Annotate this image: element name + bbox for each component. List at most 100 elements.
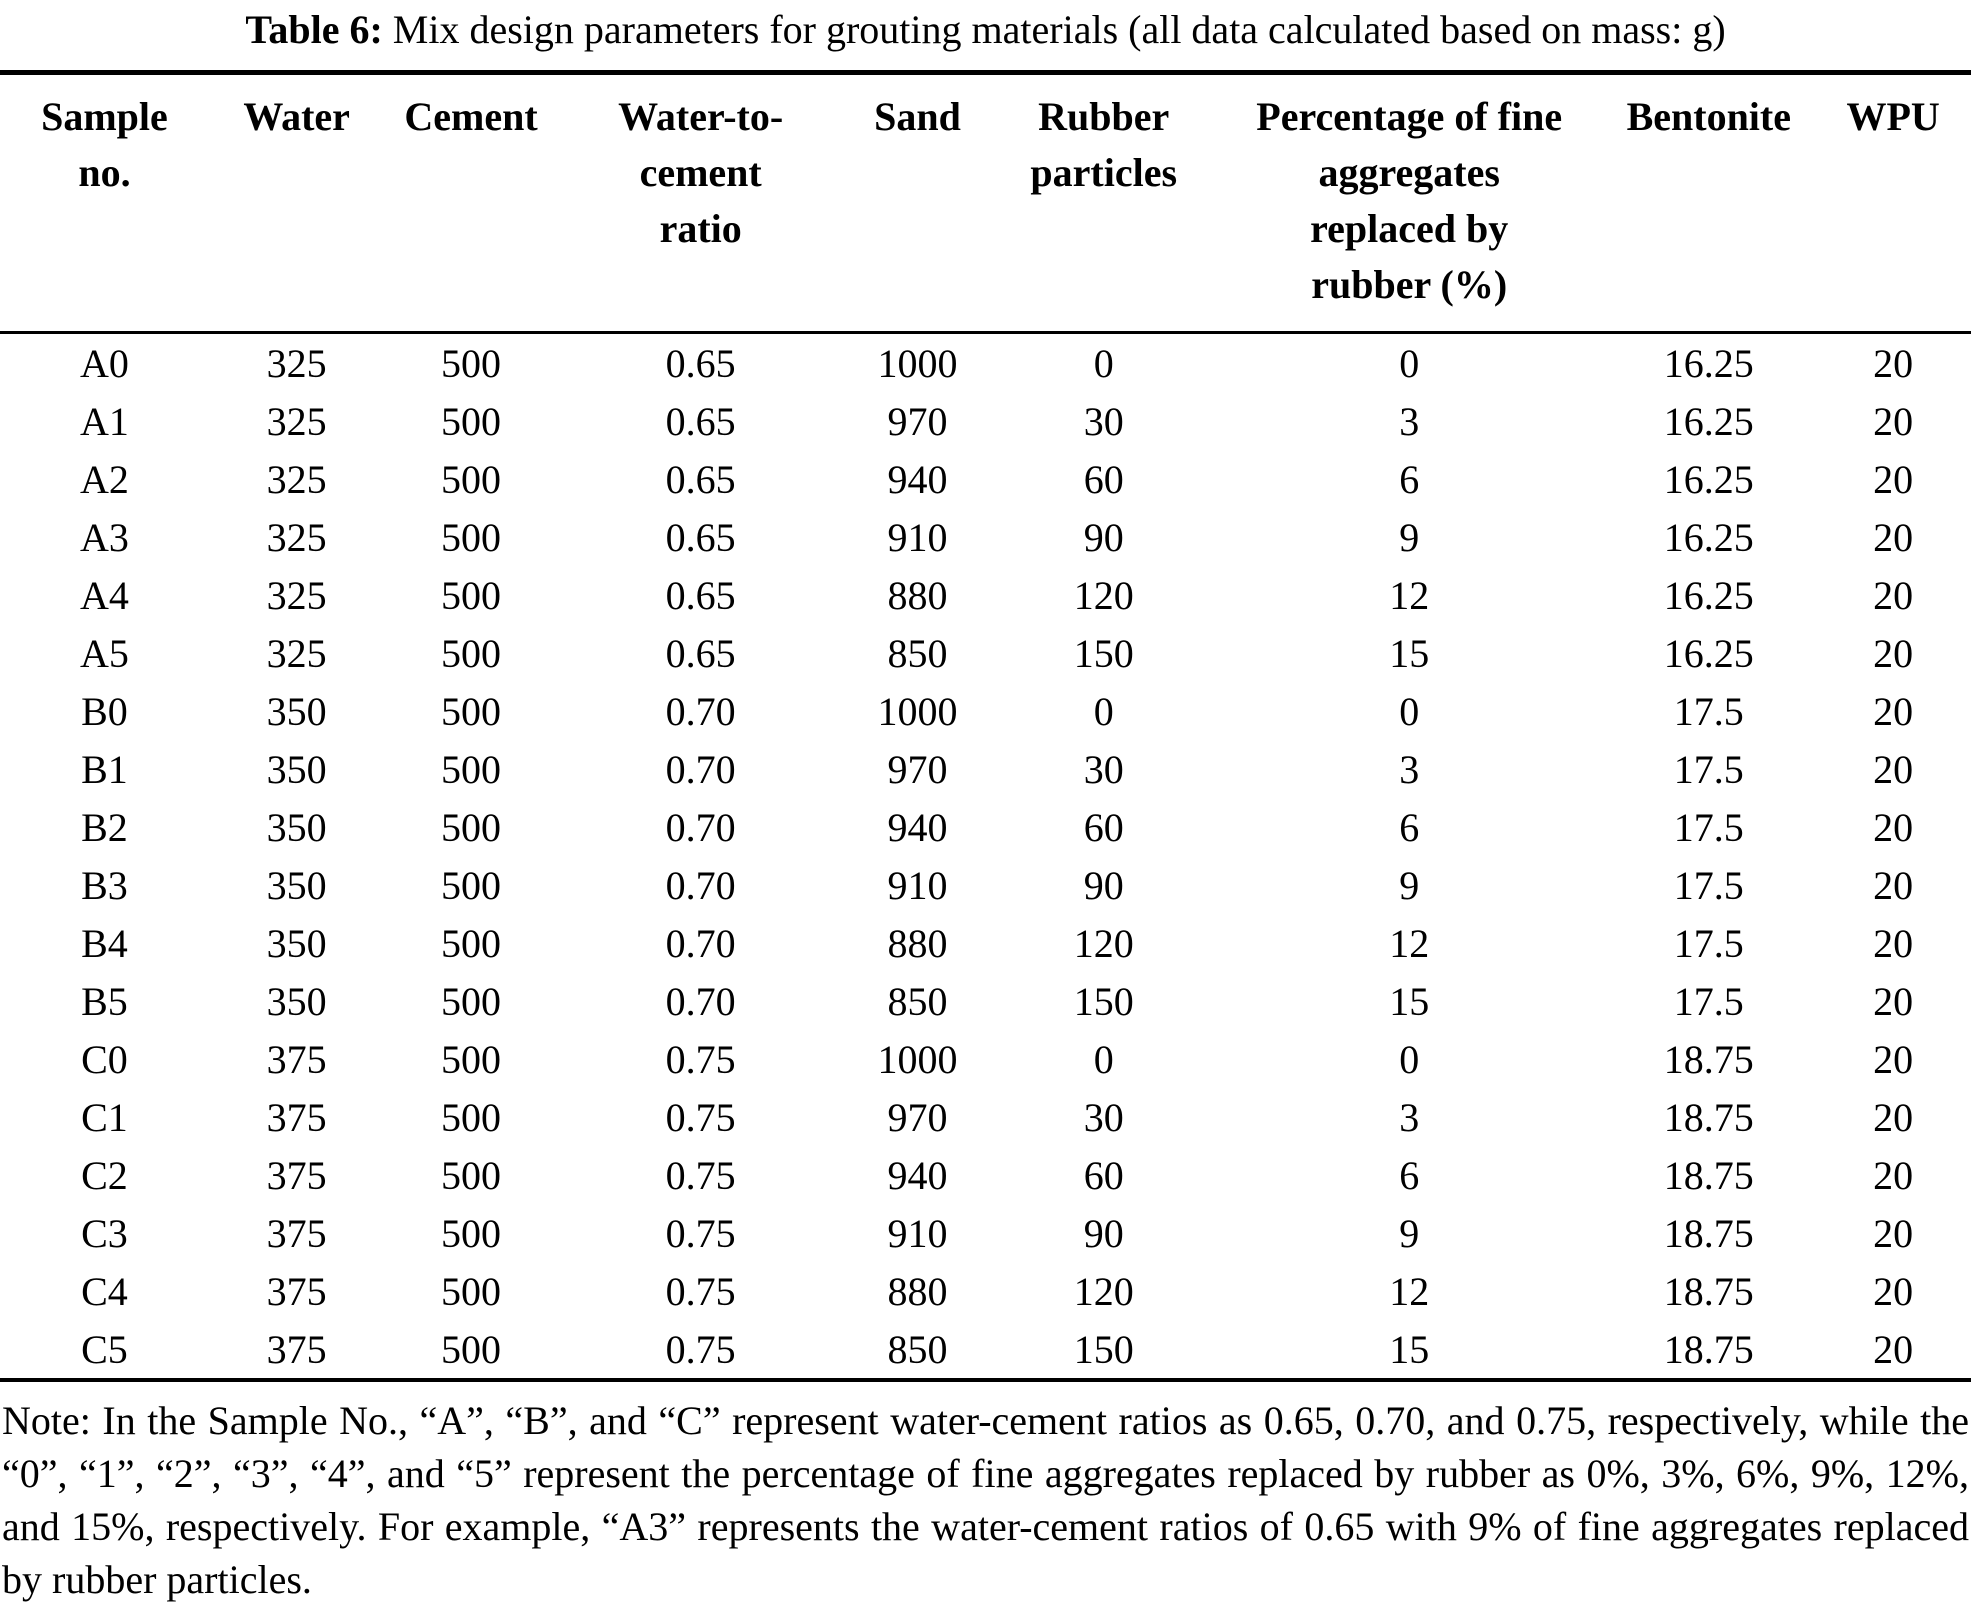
table-cell: 940 bbox=[887, 804, 948, 850]
table-cell: B2 bbox=[81, 804, 128, 850]
column-header: Percentage of fine aggregates replaced b… bbox=[1216, 72, 1603, 334]
table-cell: 16.25 bbox=[1663, 514, 1754, 560]
table-cell: 0.75 bbox=[665, 1210, 736, 1256]
table-cell: 15 bbox=[1389, 630, 1430, 676]
table-cell: 325 bbox=[266, 572, 327, 618]
table-row: C4 375 500 0.75 880 120 12 18.75 20 bbox=[0, 1262, 1971, 1320]
table-cell: 17.5 bbox=[1673, 862, 1744, 908]
table-cell: 15 bbox=[1389, 1326, 1430, 1372]
table-cell: 500 bbox=[441, 398, 502, 444]
table-cell: 6 bbox=[1399, 1152, 1420, 1198]
table-row: B2 350 500 0.70 940 60 6 17.5 20 bbox=[0, 798, 1971, 856]
table-cell: C5 bbox=[81, 1326, 128, 1372]
table-cell: 0.65 bbox=[665, 572, 736, 618]
table-cell: 500 bbox=[441, 1210, 502, 1256]
table-cell: 375 bbox=[266, 1094, 327, 1140]
table-cell: 18.75 bbox=[1663, 1268, 1754, 1314]
table-header-row: Sample no. Water Cement Water-to- cement ra… bbox=[0, 72, 1971, 334]
table-row: C1 375 500 0.75 970 30 3 18.75 20 bbox=[0, 1088, 1971, 1146]
table-note: Note: In the Sample No., “A”, “B”, and “… bbox=[2, 1398, 1969, 1602]
table-cell: 16.25 bbox=[1663, 340, 1754, 386]
table-cell: 60 bbox=[1083, 456, 1124, 502]
table-cell: 910 bbox=[887, 514, 948, 560]
table-cell: 940 bbox=[887, 1152, 948, 1198]
table-cell: 500 bbox=[441, 746, 502, 792]
table-cell: 500 bbox=[441, 1268, 502, 1314]
table-cell: 500 bbox=[441, 456, 502, 502]
column-header: Water-to- cement ratio bbox=[557, 72, 844, 334]
table-cell: 18.75 bbox=[1663, 1210, 1754, 1256]
table-cell: A0 bbox=[80, 340, 129, 386]
table-cell: 910 bbox=[887, 862, 948, 908]
table-cell: 30 bbox=[1083, 398, 1124, 444]
table-cell: A5 bbox=[80, 630, 129, 676]
mix-design-table: Sample no. Water Cement Water-to- cement ra… bbox=[0, 70, 1971, 1382]
table-cell: 500 bbox=[441, 340, 502, 386]
table-cell: 20 bbox=[1873, 978, 1914, 1024]
table-cell: 500 bbox=[441, 920, 502, 966]
table-cell: 500 bbox=[441, 1036, 502, 1082]
table-cell: 20 bbox=[1873, 804, 1914, 850]
table-cell: C0 bbox=[81, 1036, 128, 1082]
table-cell: 18.75 bbox=[1663, 1036, 1754, 1082]
table-cell: 0.65 bbox=[665, 514, 736, 560]
table-cell: 3 bbox=[1399, 398, 1420, 444]
table-cell: 12 bbox=[1389, 920, 1430, 966]
table-cell: 20 bbox=[1873, 630, 1914, 676]
table-cell: 20 bbox=[1873, 1268, 1914, 1314]
table-cell: 325 bbox=[266, 456, 327, 502]
table-cell: 1000 bbox=[877, 1036, 958, 1082]
table-cell: 500 bbox=[441, 1152, 502, 1198]
column-header: WPU bbox=[1815, 72, 1971, 334]
table-cell: 12 bbox=[1389, 1268, 1430, 1314]
table-cell: 500 bbox=[441, 514, 502, 560]
table-cell: 910 bbox=[887, 1210, 948, 1256]
table-cell: 30 bbox=[1083, 746, 1124, 792]
table-cell: 0.70 bbox=[665, 920, 736, 966]
table-cell: 500 bbox=[441, 572, 502, 618]
table-cell: B5 bbox=[81, 978, 128, 1024]
table-cell: 970 bbox=[887, 746, 948, 792]
column-header: Bentonite bbox=[1602, 72, 1816, 334]
table-cell: 0.65 bbox=[665, 456, 736, 502]
table-cell: C3 bbox=[81, 1210, 128, 1256]
table-cell: 16.25 bbox=[1663, 630, 1754, 676]
table-cell: 375 bbox=[266, 1036, 327, 1082]
table-cell: 0.65 bbox=[665, 630, 736, 676]
table-cell: 375 bbox=[266, 1210, 327, 1256]
table-cell: C4 bbox=[81, 1268, 128, 1314]
table-cell: 0 bbox=[1399, 340, 1420, 386]
table-cell: 0.75 bbox=[665, 1036, 736, 1082]
table-cell: 120 bbox=[1073, 572, 1134, 618]
table-cell: 970 bbox=[887, 398, 948, 444]
table-cell: 880 bbox=[887, 1268, 948, 1314]
table-cell: 150 bbox=[1073, 1326, 1134, 1372]
table-cell: 0 bbox=[1399, 688, 1420, 734]
table-row: A0 325 500 0.65 1000 0 0 16.25 20 bbox=[0, 333, 1971, 393]
table-cell: 500 bbox=[441, 630, 502, 676]
table-cell: 17.5 bbox=[1673, 804, 1744, 850]
table-cell: B3 bbox=[81, 862, 128, 908]
table-cell: 9 bbox=[1399, 1210, 1420, 1256]
table-row: B3 350 500 0.70 910 90 9 17.5 20 bbox=[0, 856, 1971, 914]
table-row: C5 375 500 0.75 850 150 15 18.75 20 bbox=[0, 1320, 1971, 1380]
table-cell: 0.70 bbox=[665, 862, 736, 908]
table-cell: 325 bbox=[266, 340, 327, 386]
table-cell: 17.5 bbox=[1673, 978, 1744, 1024]
table-cell: 90 bbox=[1083, 1210, 1124, 1256]
table-cell: B4 bbox=[81, 920, 128, 966]
table-cell: 20 bbox=[1873, 340, 1914, 386]
table-cell: A4 bbox=[80, 572, 129, 618]
table-row: C2 375 500 0.75 940 60 6 18.75 20 bbox=[0, 1146, 1971, 1204]
table-cell: 16.25 bbox=[1663, 572, 1754, 618]
table-cell: 0 bbox=[1399, 1036, 1420, 1082]
table-cell: 0.75 bbox=[665, 1094, 736, 1140]
table-cell: 20 bbox=[1873, 398, 1914, 444]
table-cell: 850 bbox=[887, 978, 948, 1024]
table-caption-label: Table 6: bbox=[245, 7, 383, 52]
table-cell: 20 bbox=[1873, 1326, 1914, 1372]
table-cell: 0.75 bbox=[665, 1326, 736, 1372]
table-cell: 20 bbox=[1873, 1036, 1914, 1082]
table-cell: 18.75 bbox=[1663, 1326, 1754, 1372]
table-cell: 500 bbox=[441, 978, 502, 1024]
